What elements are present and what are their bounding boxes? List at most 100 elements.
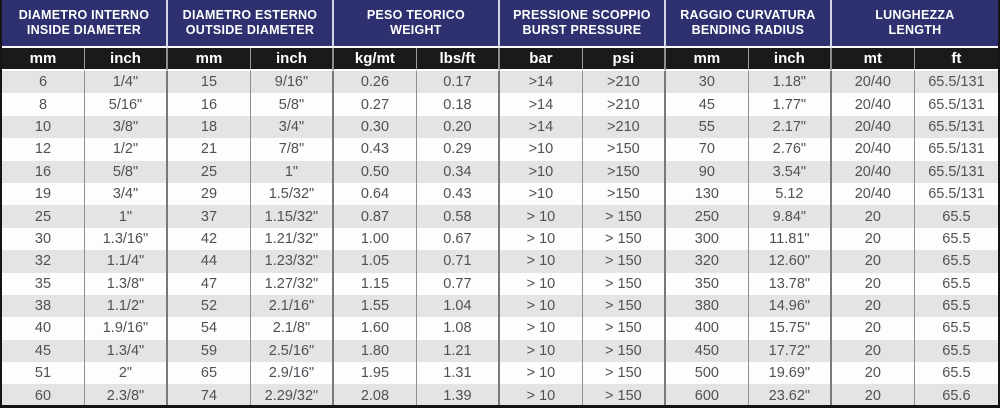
cell: 65.5	[914, 227, 998, 251]
cell: 11.81"	[748, 227, 832, 251]
cell: 20/40	[831, 182, 915, 206]
table-row: 51 2" 65 2.9/16" 1.95 1.31 > 10 > 150 500 19.69" 2…	[2, 362, 998, 385]
cell: 16	[2, 160, 85, 183]
unit-header-inch: inch	[84, 48, 168, 71]
cell: 2.29/32"	[250, 384, 334, 405]
cell: > 150	[582, 294, 666, 318]
table-row: 45 1.3/4" 59 2.5/16" 1.80 1.21 > 10 > 150 450 17.…	[2, 339, 998, 363]
cell: 1.5/32"	[250, 182, 334, 206]
cell: 90	[665, 160, 749, 183]
cell: 2.08	[333, 384, 417, 405]
table-row: 10 3/8" 18 3/4" 0.30 0.20 >14 >210 55 2.17" 20/40 6…	[2, 115, 998, 139]
table-row: 8 5/16" 16 5/8" 0.27 0.18 >14 >210 45 1.77" 20/40 6…	[2, 93, 998, 116]
group-title-it: LUNGHEZZA	[875, 8, 955, 22]
cell: 1.18"	[748, 71, 832, 94]
cell: 52	[167, 294, 251, 318]
cell: 2.76"	[748, 138, 832, 161]
cell: 7/8"	[250, 138, 334, 161]
cell: 1.9/16"	[84, 317, 168, 340]
table-row: 60 2.3/8" 74 2.29/32" 2.08 1.39 > 10 > 150 600 23…	[2, 384, 998, 405]
cell: >10	[499, 160, 583, 183]
group-title-it: DIAMETRO ESTERNO	[182, 8, 318, 22]
cell: 9.84"	[748, 205, 832, 228]
table-row: 40 1.9/16" 54 2.1/8" 1.60 1.08 > 10 > 150 400 15.…	[2, 317, 998, 340]
table-row: 35 1.3/8" 47 1.27/32" 1.15 0.77 > 10 > 150 350 13…	[2, 272, 998, 295]
cell: 0.29	[416, 138, 500, 161]
cell: 20	[831, 339, 915, 363]
cell: 0.77	[416, 272, 500, 295]
table-row: 38 1.1/2" 52 2.1/16" 1.55 1.04 > 10 > 150 380 14.…	[2, 294, 998, 318]
cell: > 10	[499, 384, 583, 405]
cell: 1.3/4"	[84, 339, 168, 363]
cell: 130	[665, 182, 749, 206]
cell: 250	[665, 205, 749, 228]
cell: 1.05	[333, 250, 417, 273]
cell: 1"	[84, 205, 168, 228]
cell: 60	[2, 384, 85, 405]
cell: 21	[167, 138, 251, 161]
cell: > 10	[499, 272, 583, 295]
cell: > 150	[582, 227, 666, 251]
group-title-en: WEIGHT	[390, 23, 442, 37]
cell: > 150	[582, 362, 666, 385]
cell: 20	[831, 227, 915, 251]
cell: 40	[2, 317, 85, 340]
cell: 0.18	[416, 93, 500, 116]
cell: > 10	[499, 362, 583, 385]
cell: 0.20	[416, 115, 500, 139]
cell: 1.1/2"	[84, 294, 168, 318]
cell: > 150	[582, 205, 666, 228]
table-row: 6 1/4" 15 9/16" 0.26 0.17 >14 >210 30 1.18" 20/40 6…	[2, 71, 998, 94]
cell: 74	[167, 384, 251, 405]
group-header-length: LUNGHEZZA LENGTH	[831, 0, 998, 48]
cell: 18	[167, 115, 251, 139]
group-header-burst-pressure: PRESSIONE SCOPPIO BURST PRESSURE	[499, 0, 666, 48]
cell: 380	[665, 294, 749, 318]
cell: 20	[831, 294, 915, 318]
table-row: 19 3/4" 29 1.5/32" 0.64 0.43 >10 >150 130 5.12 20/…	[2, 182, 998, 206]
cell: 350	[665, 272, 749, 295]
cell: 65.6	[914, 384, 998, 405]
cell: 2.1/8"	[250, 317, 334, 340]
cell: 5.12	[748, 182, 832, 206]
cell: 0.50	[333, 160, 417, 183]
cell: 1.3/8"	[84, 272, 168, 295]
cell: 1.80	[333, 339, 417, 363]
cell: 1.77"	[748, 93, 832, 116]
cell: 65.5/131	[914, 93, 998, 116]
cell: 1.23/32"	[250, 250, 334, 273]
cell: 1"	[250, 160, 334, 183]
unit-header-row: mm inch mm inch kg/mt lbs/ft bar psi mm …	[2, 48, 998, 71]
cell: 55	[665, 115, 749, 139]
cell: 2.1/16"	[250, 294, 334, 318]
cell: 0.58	[416, 205, 500, 228]
cell: 20	[831, 272, 915, 295]
cell: 35	[2, 272, 85, 295]
cell: 47	[167, 272, 251, 295]
cell: 3.54"	[748, 160, 832, 183]
cell: > 10	[499, 317, 583, 340]
group-header-weight: PESO TEORICO WEIGHT	[333, 0, 500, 48]
cell: > 10	[499, 227, 583, 251]
cell: >150	[582, 182, 666, 206]
unit-header-mm: mm	[2, 48, 85, 71]
cell: 14.96"	[748, 294, 832, 318]
table-row: 30 1.3/16" 42 1.21/32" 1.00 0.67 > 10 > 150 300 1…	[2, 227, 998, 251]
cell: 44	[167, 250, 251, 273]
cell: 0.30	[333, 115, 417, 139]
cell: > 150	[582, 339, 666, 363]
cell: >10	[499, 138, 583, 161]
cell: > 10	[499, 250, 583, 273]
cell: 65.5	[914, 362, 998, 385]
cell: 400	[665, 317, 749, 340]
cell: 1/4"	[84, 71, 168, 94]
table-row: 16 5/8" 25 1" 0.50 0.34 >10 >150 90 3.54" 20/40 65.…	[2, 160, 998, 183]
cell: 1.27/32"	[250, 272, 334, 295]
cell: > 10	[499, 205, 583, 228]
unit-header-inch: inch	[250, 48, 334, 71]
cell: 1.95	[333, 362, 417, 385]
table-body: 6 1/4" 15 9/16" 0.26 0.17 >14 >210 30 1.18" 20/40 6…	[2, 71, 998, 405]
cell: > 150	[582, 250, 666, 273]
cell: >14	[499, 71, 583, 94]
